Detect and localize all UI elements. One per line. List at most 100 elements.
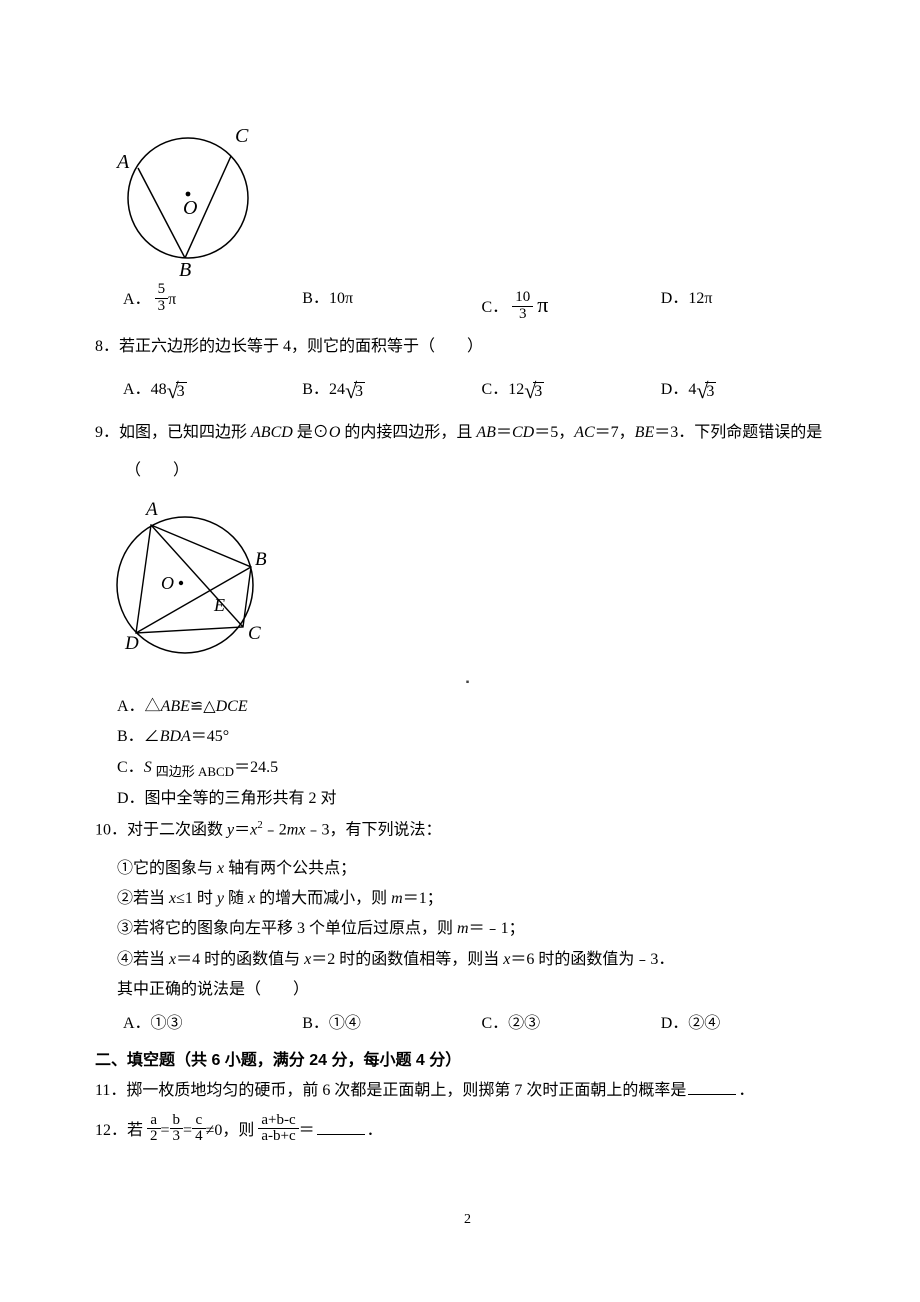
- pi: π: [537, 292, 548, 317]
- pi: π: [168, 291, 176, 308]
- den: 3: [512, 306, 533, 323]
- svg-text:O: O: [183, 197, 197, 219]
- m: m: [457, 920, 469, 937]
- q7-option-D: D．12π: [661, 284, 840, 326]
- rad: 3: [176, 382, 187, 401]
- q7-option-B: B．10π: [302, 284, 481, 326]
- svg-text:A: A: [115, 151, 130, 173]
- S: S: [144, 759, 156, 776]
- q10-s2: ②若当 x≤1 时 y 随 x 的增大而减小，则 m＝1；: [95, 884, 840, 914]
- opt-prefix: A．: [123, 291, 151, 308]
- frac1: a2: [147, 1113, 161, 1146]
- O: O: [329, 424, 341, 441]
- q10-stem: 10．对于二次函数 y＝x2﹣2mx﹣3，有下列说法：: [95, 815, 840, 846]
- q8-option-A: A．48√3: [123, 370, 302, 412]
- stem: 11．掷一枚质地均匀的硬币，前 6 次都是正面朝上，则掷第 7 次时正面朝上的概…: [95, 1082, 686, 1099]
- m1: ﹣2: [263, 821, 287, 838]
- q8-stem: 8．若正六边形的边长等于 4，则它的面积等于（ ）: [95, 332, 840, 362]
- opt-prefix: D．: [661, 290, 689, 307]
- t: 10．对于二次函数: [95, 821, 227, 838]
- c: ＝2 时的函数值相等，则当: [311, 951, 503, 968]
- q10-s1: ①它的图象与 x 轴有两个公共点；: [95, 854, 840, 884]
- pre: D．: [661, 381, 689, 398]
- period: ．: [367, 1122, 383, 1139]
- d: 的增大而减小，则: [255, 890, 391, 907]
- d: 2: [147, 1128, 161, 1145]
- blank-input[interactable]: [317, 1118, 365, 1135]
- eq: =: [183, 1122, 192, 1139]
- sqrt: √3: [167, 370, 187, 412]
- q8-option-D: D．4√3: [661, 370, 840, 412]
- d: 4: [192, 1128, 206, 1145]
- pre: A．: [123, 381, 151, 398]
- frac3: c4: [192, 1113, 206, 1146]
- n: b: [170, 1113, 184, 1129]
- q7-figure: A B C O: [95, 106, 840, 276]
- page-container: A B C O A． 5 3 π B．10π C． 10 3 π D．12π: [0, 0, 920, 1274]
- sqrt: √3: [524, 370, 544, 412]
- q7-option-C: C． 10 3 π: [482, 284, 661, 326]
- d: ＝6 时的函数值为﹣3．: [510, 951, 674, 968]
- sqrt: √3: [345, 370, 365, 412]
- m2: ﹣3，有下列说法：: [305, 821, 441, 838]
- n: c: [192, 1113, 206, 1129]
- m: m: [391, 890, 403, 907]
- svg-text:C: C: [235, 125, 249, 147]
- eq7: ＝7，: [595, 424, 635, 441]
- eq: ＝45°: [191, 728, 229, 745]
- coef: 24: [329, 381, 345, 398]
- svg-text:E: E: [213, 595, 225, 615]
- eq: ＝24.5: [234, 759, 278, 776]
- ac: AC: [574, 424, 594, 441]
- be: BE: [635, 424, 655, 441]
- q10-option-B: B．①④: [302, 1009, 481, 1039]
- q11: 11．掷一枚质地均匀的硬币，前 6 次都是正面朝上，则掷第 7 次时正面朝上的概…: [95, 1076, 840, 1106]
- q9-figure: A B C D E O: [95, 493, 840, 671]
- t: 是⊙: [293, 424, 329, 441]
- q10-s3: ③若将它的图象向左平移 3 个单位后过原点，则 m＝﹣1；: [95, 914, 840, 944]
- ab: AB: [476, 424, 496, 441]
- d: 3: [170, 1128, 184, 1145]
- abe: ABE: [161, 698, 190, 715]
- q8-option-C: C．12√3: [482, 370, 661, 412]
- period: ．: [738, 1082, 754, 1099]
- q9-option-C: C．S 四边形 ABCD＝24.5: [95, 753, 840, 785]
- num: 5: [155, 282, 169, 298]
- pre: B．: [302, 381, 329, 398]
- t: 的内接四边形，且: [340, 424, 476, 441]
- fraction: 5 3: [155, 282, 169, 315]
- sqrt: √3: [696, 370, 716, 412]
- q9-option-B: B．∠BDA＝45°: [95, 722, 840, 752]
- e: ＝1；: [403, 890, 443, 907]
- opt-prefix: B．: [302, 290, 329, 307]
- eq5: ＝5，: [534, 424, 574, 441]
- q7-options: A． 5 3 π B．10π C． 10 3 π D．12π: [95, 284, 840, 326]
- opt-prefix: C．: [482, 299, 509, 316]
- page-number: 2: [95, 1207, 840, 1234]
- n: a: [147, 1113, 161, 1129]
- den: 3: [155, 298, 169, 315]
- pre: B．∠: [117, 728, 160, 745]
- q7-option-A: A． 5 3 π: [123, 284, 302, 326]
- m: m: [287, 821, 299, 838]
- coef: 48: [151, 381, 167, 398]
- t: 9．如图，已知四边形: [95, 424, 251, 441]
- q10-options: A．①③ B．①④ C．②③ D．②④: [95, 1009, 840, 1039]
- pre: C．: [482, 381, 509, 398]
- val: 12π: [688, 290, 712, 307]
- blank-input[interactable]: [688, 1078, 736, 1095]
- q8-option-B: B．24√3: [302, 370, 481, 412]
- y: y: [217, 890, 224, 907]
- pre: C．: [117, 759, 144, 776]
- sub: 四边形 ABCD: [156, 764, 234, 779]
- neq: ≠0，则: [206, 1122, 255, 1139]
- b: ≤1 时: [176, 890, 217, 907]
- abcd: ABCD: [251, 424, 293, 441]
- q9-option-A: A．△ABE≌△DCE: [95, 692, 840, 722]
- cong: ≌△: [190, 698, 216, 715]
- eq: ＝: [234, 821, 250, 838]
- q9-stem-line1: 9．如图，已知四边形 ABCD 是⊙O 的内接四边形，且 AB＝CD＝5，AC＝…: [95, 418, 840, 448]
- num: 10: [512, 290, 533, 306]
- q10-option-A: A．①③: [123, 1009, 302, 1039]
- n: a+b-c: [258, 1113, 298, 1129]
